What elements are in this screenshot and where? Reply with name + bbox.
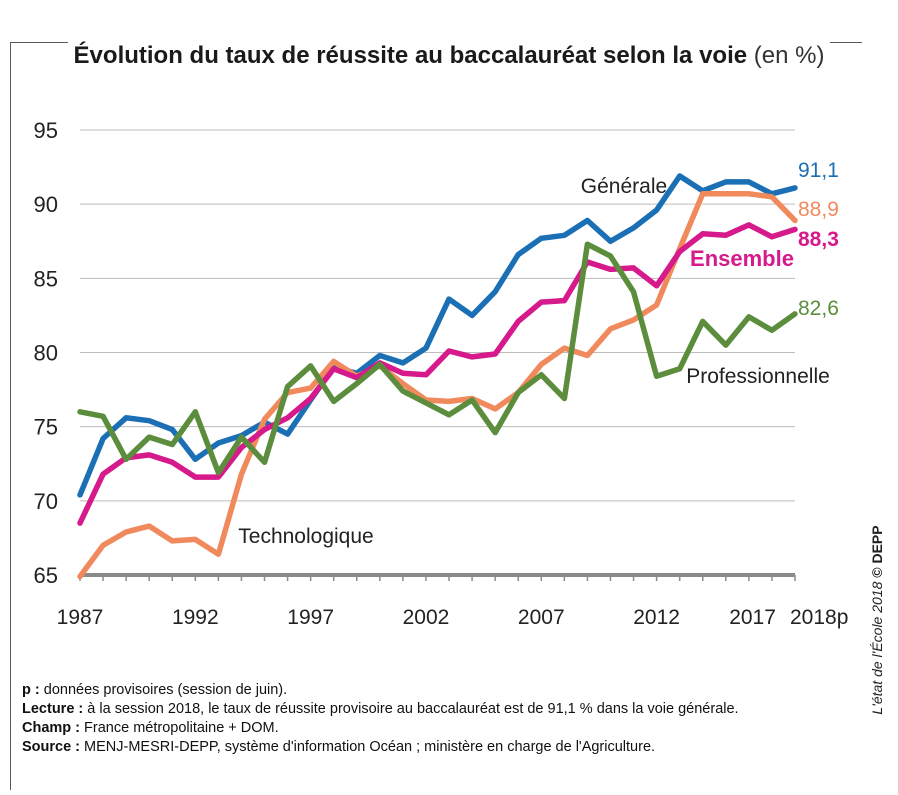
x-tick-label-1992: 1992 bbox=[172, 606, 219, 629]
note-scope: Champ : France métropolitaine + DOM. bbox=[22, 720, 279, 736]
end-value-generale: 91,1 bbox=[798, 159, 839, 182]
y-tick-label-90: 90 bbox=[34, 192, 58, 217]
chart-title-main: Évolution du taux de réussite au baccala… bbox=[73, 42, 748, 69]
x-tick-label-1997: 1997 bbox=[287, 606, 334, 629]
note-reading: Lecture : à la session 2018, le taux de … bbox=[22, 701, 739, 717]
end-value-professionnelle: 82,6 bbox=[798, 297, 839, 320]
notes-block: p : données provisoires (session de juin… bbox=[22, 681, 739, 757]
y-tick-label-80: 80 bbox=[34, 341, 58, 366]
y-tick-label-70: 70 bbox=[34, 489, 58, 514]
x-tick-label-2002: 2002 bbox=[403, 606, 450, 629]
x-tick-label-1987: 1987 bbox=[57, 606, 104, 629]
series-name-generale: Générale bbox=[581, 175, 667, 198]
series-name-ensemble: Ensemble bbox=[690, 246, 794, 271]
x-tick-label-2012: 2012 bbox=[633, 606, 680, 629]
note-source: Source : MENJ-MESRI-DEPP, système d'info… bbox=[22, 739, 656, 755]
series-line-ensemble bbox=[77, 222, 798, 526]
series-name-professionnelle: Professionnelle bbox=[686, 365, 830, 388]
x-tick-label-2007: 2007 bbox=[518, 606, 565, 629]
series-line-professionnelle bbox=[77, 241, 798, 476]
x-tick-label-2017: 2017 bbox=[729, 606, 776, 629]
y-tick-label-85: 85 bbox=[34, 266, 58, 291]
x-tick-label-2018p: 2018p bbox=[790, 606, 848, 629]
y-tick-label-75: 75 bbox=[34, 415, 58, 440]
chart-title-unit: (en %) bbox=[753, 42, 825, 69]
chart-title: Évolution du taux de réussite au baccala… bbox=[0, 42, 898, 70]
note-provisional: p : données provisoires (session de juin… bbox=[22, 682, 288, 698]
end-value-technologique: 88,9 bbox=[798, 198, 839, 221]
publication-credit: L'état de l'École 2018 © DEPP bbox=[869, 525, 885, 715]
series-name-technologique: Technologique bbox=[238, 525, 373, 548]
end-value-ensemble: 88,3 bbox=[798, 228, 839, 251]
y-tick-label-65: 65 bbox=[34, 563, 58, 588]
y-tick-label-95: 95 bbox=[34, 118, 58, 143]
series-line-generale bbox=[77, 173, 798, 498]
